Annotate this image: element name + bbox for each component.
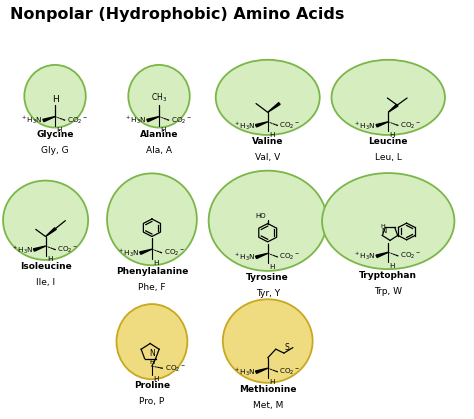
Text: CO$_2$$^-$: CO$_2$$^-$ <box>164 363 185 374</box>
Ellipse shape <box>3 181 88 260</box>
Ellipse shape <box>223 299 313 383</box>
Text: CO$_2$$^-$: CO$_2$$^-$ <box>164 248 184 258</box>
Polygon shape <box>255 253 268 259</box>
Text: Tryptophan: Tryptophan <box>359 271 417 280</box>
Text: H: H <box>154 376 159 382</box>
Text: CO$_2$$^-$: CO$_2$$^-$ <box>400 251 421 261</box>
Text: $^+$H$_3$N: $^+$H$_3$N <box>233 366 255 378</box>
Text: CH$_3$: CH$_3$ <box>151 91 167 104</box>
Text: Ala, A: Ala, A <box>146 145 172 155</box>
Text: $^+$H$_3$N: $^+$H$_3$N <box>124 115 146 126</box>
Text: CO$_2$$^-$: CO$_2$$^-$ <box>400 121 421 131</box>
Text: Glycine: Glycine <box>36 129 74 139</box>
Text: H: H <box>160 127 166 133</box>
Text: Phe, F: Phe, F <box>138 283 166 292</box>
Text: CO$_2$$^-$: CO$_2$$^-$ <box>57 245 78 255</box>
Ellipse shape <box>209 171 327 271</box>
Text: Alanine: Alanine <box>140 129 178 139</box>
Text: S: S <box>284 343 289 352</box>
Text: Val, V: Val, V <box>255 153 280 162</box>
Polygon shape <box>43 116 55 122</box>
Text: $^+$H$_3$N: $^+$H$_3$N <box>354 251 375 262</box>
Text: H: H <box>390 132 395 138</box>
Text: CO$_2$$^-$: CO$_2$$^-$ <box>171 116 191 126</box>
Text: N: N <box>149 349 155 358</box>
Text: Pro, P: Pro, P <box>139 397 164 406</box>
Text: $^+$H$_3$N: $^+$H$_3$N <box>354 120 375 132</box>
Text: H: H <box>52 95 58 104</box>
Ellipse shape <box>107 173 197 265</box>
Text: H: H <box>380 224 385 229</box>
Text: CO$_2$$^-$: CO$_2$$^-$ <box>280 121 301 131</box>
Text: H: H <box>269 264 274 270</box>
Ellipse shape <box>24 65 86 127</box>
Ellipse shape <box>128 65 190 127</box>
Ellipse shape <box>322 173 455 269</box>
Polygon shape <box>147 116 159 122</box>
Text: H: H <box>149 359 155 365</box>
Text: $^+$H$_3$N: $^+$H$_3$N <box>20 115 43 126</box>
Text: H: H <box>269 378 274 385</box>
Polygon shape <box>33 246 46 251</box>
Text: Valine: Valine <box>252 137 283 146</box>
Polygon shape <box>46 228 56 236</box>
Text: Ile, I: Ile, I <box>36 278 55 287</box>
Text: Gly, G: Gly, G <box>41 145 69 155</box>
Polygon shape <box>255 122 268 127</box>
Text: $^+$H$_3$N: $^+$H$_3$N <box>11 244 33 256</box>
Polygon shape <box>376 122 388 127</box>
Text: N: N <box>382 228 387 234</box>
Text: Proline: Proline <box>134 381 170 391</box>
Text: Phenylalanine: Phenylalanine <box>116 267 188 277</box>
Text: CO$_2$$^-$: CO$_2$$^-$ <box>280 252 301 262</box>
Text: Isoleucine: Isoleucine <box>20 262 72 271</box>
Text: HO: HO <box>255 213 266 219</box>
Text: Met, M: Met, M <box>253 401 283 410</box>
Polygon shape <box>140 249 152 254</box>
Text: Tyrosine: Tyrosine <box>246 273 289 282</box>
Text: H: H <box>47 256 53 262</box>
Text: Trp, W: Trp, W <box>374 287 402 296</box>
Text: H: H <box>154 259 159 266</box>
Text: $^+$H$_3$N: $^+$H$_3$N <box>233 251 255 263</box>
Text: $^+$H$_3$N: $^+$H$_3$N <box>117 247 139 259</box>
Ellipse shape <box>331 60 445 135</box>
Text: CO$_2$$^-$: CO$_2$$^-$ <box>67 116 88 126</box>
Ellipse shape <box>117 304 187 379</box>
Text: H: H <box>269 132 274 138</box>
Text: Nonpolar (Hydrophobic) Amino Acids: Nonpolar (Hydrophobic) Amino Acids <box>10 7 345 22</box>
Text: H: H <box>390 263 395 269</box>
Text: CO$_2$$^-$: CO$_2$$^-$ <box>280 367 301 377</box>
Polygon shape <box>268 103 280 112</box>
Polygon shape <box>388 104 398 112</box>
Text: H: H <box>56 127 62 133</box>
Ellipse shape <box>216 60 319 135</box>
Polygon shape <box>255 368 268 373</box>
Text: Leucine: Leucine <box>368 137 408 146</box>
Text: Tyr, Y: Tyr, Y <box>255 289 280 298</box>
Text: $^+$H$_3$N: $^+$H$_3$N <box>233 120 255 132</box>
Text: Leu, L: Leu, L <box>375 153 401 162</box>
Polygon shape <box>376 252 388 257</box>
Text: Methionine: Methionine <box>239 385 296 394</box>
